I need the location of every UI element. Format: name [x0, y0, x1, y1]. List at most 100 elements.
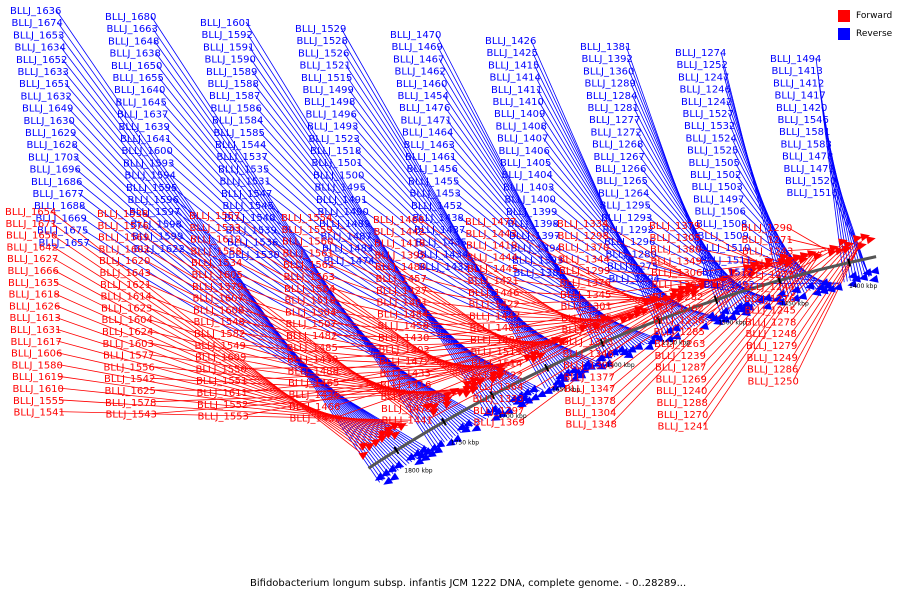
leader-line	[70, 131, 407, 466]
reverse-gene-label: BLLJ_1264	[598, 188, 649, 199]
scale-label: 1700 kbp	[498, 413, 526, 420]
scale-ticks: 1800 kbp 1750 kbp 1700 kbp 1650 kbp 1600 kbp…	[393, 258, 877, 474]
forward-gene-arrow	[536, 352, 546, 361]
reverse-gene-label: BLLJ_1675	[37, 226, 88, 237]
forward-swatch	[838, 10, 850, 22]
reverse-gene-label: BLLJ_1599	[132, 232, 183, 243]
reverse-swatch	[838, 28, 850, 40]
reverse-gene-label: BLLJ_1381	[580, 42, 631, 53]
forward-gene-label: BLLJ_1610	[13, 384, 64, 395]
reverse-gene-label: BLLJ_1268	[592, 140, 643, 151]
forward-gene-label: BLLJ_1635	[8, 278, 59, 289]
reverse-gene-label: BLLJ_1632	[21, 91, 72, 102]
scale-tick	[599, 338, 605, 347]
forward-gene-label: BLLJ_1344	[559, 254, 610, 265]
reverse-gene-arrow	[815, 283, 826, 291]
forward-gene-arrow	[669, 292, 680, 301]
forward-gene-label: BLLJ_1604	[102, 315, 153, 326]
leader-line	[331, 334, 559, 343]
reverse-gene-arrow	[671, 332, 682, 340]
reverse-gene-label: BLLJ_1265	[597, 176, 648, 187]
leader-line	[512, 267, 657, 303]
forward-gene-arrow	[750, 261, 760, 270]
reverse-gene-arrow	[555, 371, 566, 380]
forward-gene-label: BLLJ_1447	[469, 311, 520, 322]
leader-line	[637, 143, 747, 310]
forward-gene-label: BLLJ_1534	[191, 258, 242, 269]
forward-gene-label: BLLJ_1457	[376, 274, 427, 285]
reverse-gene-label: BLLJ_1462	[395, 67, 446, 78]
reverse-gene-label: BLLJ_1394	[511, 243, 562, 254]
forward-gene-label: BLLJ_1579	[192, 282, 243, 293]
reverse-gene-arrow	[592, 359, 603, 367]
reverse-gene-arrow	[847, 279, 858, 288]
reverse-gene-arrow	[671, 323, 681, 332]
reverse-gene-label: BLLJ_1266	[595, 164, 646, 175]
reverse-gene-arrow	[741, 300, 751, 308]
leader-line	[654, 277, 780, 300]
forward-gene-label: BLLJ_1240	[656, 386, 707, 397]
forward-gene-arrow	[857, 242, 867, 251]
reverse-gene-arrow	[579, 365, 590, 373]
forward-gene-label: BLLJ_1481	[470, 323, 521, 334]
forward-gene-label: BLLJ_1244	[744, 282, 795, 293]
forward-gene-label: BLLJ_1279	[746, 341, 797, 352]
forward-gene-arrow	[677, 285, 688, 294]
reverse-gene-arrow	[503, 406, 514, 414]
leader-line	[535, 76, 672, 335]
leader-line	[787, 238, 830, 250]
forward-gene-label: BLLJ_1623	[101, 303, 152, 314]
leader-line	[701, 253, 809, 379]
scale-tick	[847, 258, 851, 267]
forward-gene-label: BLLJ_1282	[652, 292, 703, 303]
scale-label: 1800 kbp	[404, 467, 432, 474]
reverse-gene-arrow	[819, 278, 829, 286]
leader-line	[150, 389, 461, 393]
reverse-gene-arrow	[650, 331, 661, 339]
reverse-gene-arrow	[452, 434, 462, 443]
forward-gene-arrow	[748, 266, 759, 275]
leader-line	[538, 100, 678, 333]
reverse-gene-label: BLLJ_1501	[312, 158, 363, 169]
reverse-gene-label: BLLJ_1274	[675, 48, 726, 59]
leader-line	[832, 192, 870, 277]
scale-label: 1650 kbp	[552, 386, 580, 393]
scale-label: 1450 kbp	[781, 300, 809, 307]
reverse-gene-arrow	[383, 476, 394, 485]
forward-gene-label: BLLJ_1416	[380, 380, 431, 391]
reverse-gene-arrow	[582, 359, 592, 367]
scale-tick	[440, 417, 447, 426]
reverse-gene-arrow	[568, 365, 579, 373]
reverse-gene-label: BLLJ_1649	[22, 104, 73, 115]
reverse-gene-arrow	[549, 383, 560, 391]
leader-line	[539, 112, 681, 332]
leader-line	[248, 46, 495, 415]
leader-line	[427, 307, 641, 420]
reverse-gene-arrow	[826, 284, 836, 293]
forward-gene-label: BLLJ_1548	[194, 317, 245, 328]
forward-gene-label: BLLJ_1286	[747, 365, 798, 376]
reverse-gene-label: BLLJ_1407	[497, 134, 548, 145]
reverse-gene-label: BLLJ_1496	[306, 109, 357, 120]
forward-gene-label: BLLJ_1302	[562, 325, 613, 336]
forward-label: Forward	[856, 11, 893, 21]
reverse-gene-label: BLLJ_1506	[695, 207, 746, 218]
forward-gene-label: BLLJ_1488	[288, 366, 339, 377]
reverse-gene-arrow	[869, 266, 880, 275]
reverse-gene-label: BLLJ_1585	[214, 128, 265, 139]
reverse-gene-arrow	[561, 368, 572, 377]
reverse-gene-label: BLLJ_1474	[324, 256, 375, 267]
leader-line	[254, 94, 507, 409]
reverse-gene-arrow	[626, 345, 637, 353]
reverse-gene-label: BLLJ_1532	[684, 121, 735, 132]
leader-line	[170, 174, 470, 429]
reverse-gene-label: BLLJ_1469	[392, 42, 443, 53]
reverse-gene-arrow	[595, 353, 606, 362]
reverse-gene-label: BLLJ_1703	[28, 152, 79, 163]
leader-line	[699, 256, 799, 344]
forward-gene-arrow	[728, 268, 738, 277]
leader-line	[425, 312, 627, 373]
forward-gene-label: BLLJ_1347	[564, 384, 615, 395]
reverse-gene-arrow	[490, 413, 501, 421]
forward-gene-label: BLLJ_1443	[466, 229, 517, 240]
